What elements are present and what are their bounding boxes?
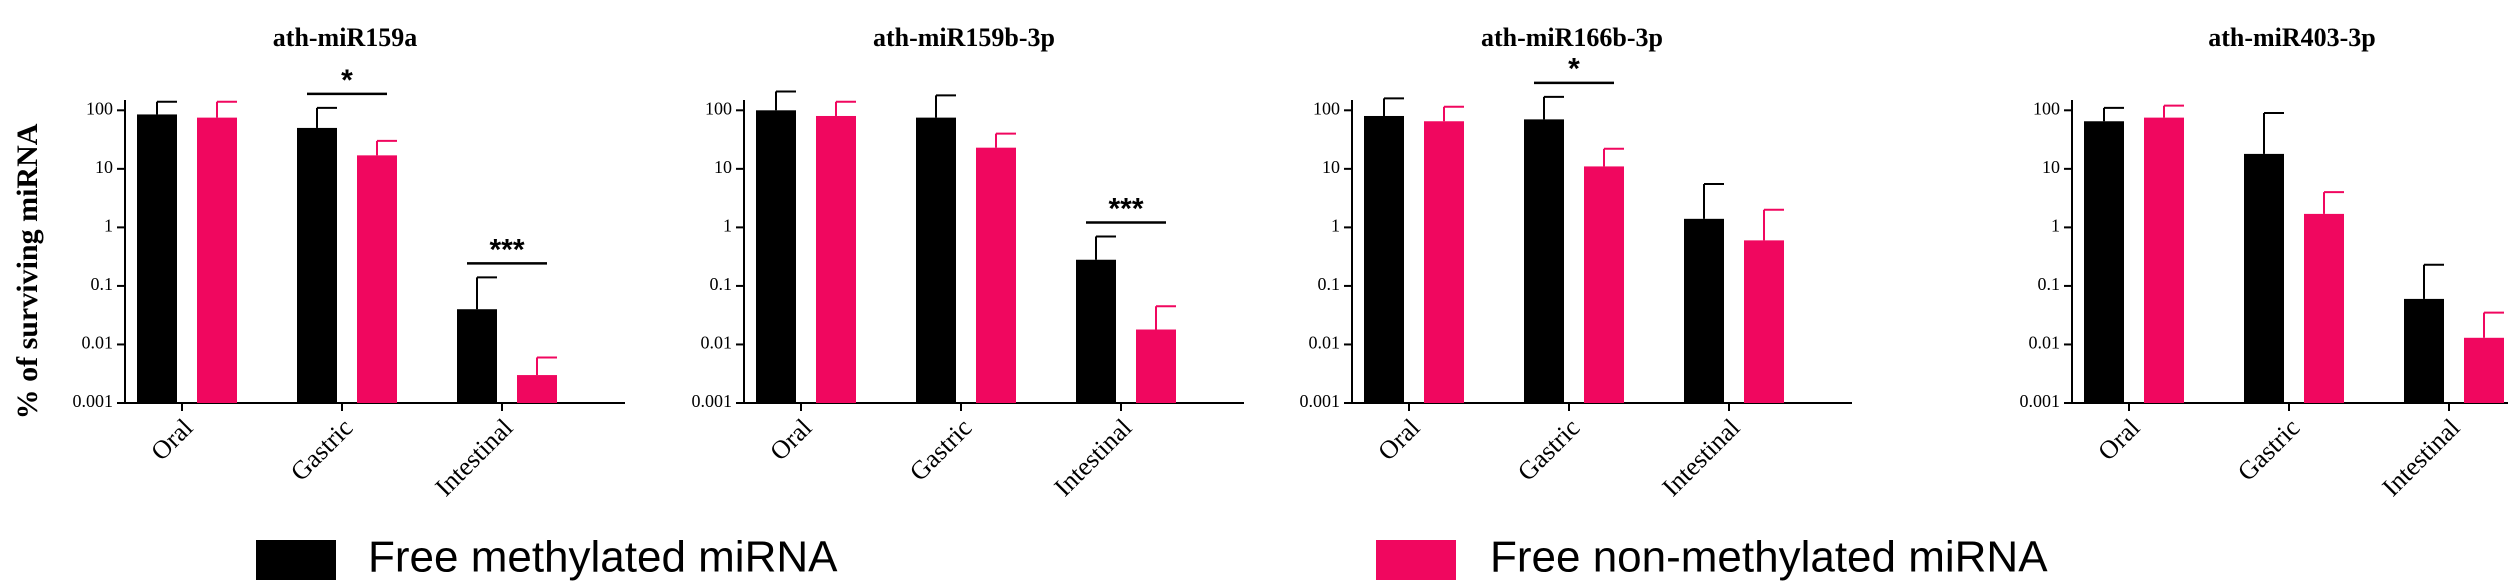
error-bar — [1095, 235, 1116, 260]
y-axis-label: % of surviving miRNA — [11, 123, 44, 419]
bar — [517, 375, 557, 403]
y-tick-label: 10 — [95, 157, 113, 177]
error-bar — [1543, 95, 1564, 120]
x-tick-label: Oral — [764, 413, 817, 466]
x-tick-label: Intestinal — [1049, 413, 1138, 502]
y-tick-label: 10 — [2042, 157, 2060, 177]
bar — [2084, 121, 2124, 403]
bar — [1684, 218, 1724, 403]
y-tick-label: 1 — [1331, 216, 1340, 236]
error-bar — [376, 139, 397, 156]
legend-label: Free methylated miRNA — [368, 533, 838, 582]
y-tick-label: 0.001 — [692, 391, 733, 411]
y-tick-label: 100 — [2033, 98, 2060, 118]
bar — [297, 127, 337, 404]
y-tick-label: 0.01 — [1309, 333, 1341, 353]
bar — [197, 117, 237, 403]
bar — [976, 147, 1016, 403]
error-bar — [1763, 208, 1784, 241]
error-bar — [536, 356, 557, 376]
y-tick-label: 100 — [86, 98, 113, 118]
bar — [2144, 117, 2184, 403]
y-tick-label: 10 — [1322, 157, 1340, 177]
significance-label: *** — [1108, 192, 1143, 225]
error-bar — [2423, 263, 2444, 299]
x-tick-label: Intestinal — [1657, 413, 1746, 502]
error-bar — [935, 94, 956, 118]
y-tick-label: 0.1 — [1318, 274, 1341, 294]
error-bar — [216, 100, 237, 118]
error-bar — [2163, 104, 2184, 118]
bar — [2244, 153, 2284, 403]
chart-title: ath-miR159a — [273, 23, 417, 52]
significance-label: * — [341, 64, 353, 97]
error-bar — [835, 100, 856, 116]
error-bar — [156, 100, 177, 115]
chart-title: ath-miR159b-3p — [873, 23, 1055, 52]
x-tick-label: Gastric — [904, 413, 978, 487]
y-tick-label: 0.1 — [91, 274, 114, 294]
bar — [1136, 329, 1176, 403]
bar — [137, 114, 177, 404]
bar — [916, 117, 956, 403]
error-bar — [1155, 305, 1176, 330]
y-tick-label: 0.01 — [2029, 333, 2061, 353]
bar — [816, 115, 856, 403]
error-bar — [316, 106, 337, 128]
legend-swatch — [256, 540, 336, 580]
significance-label: *** — [489, 233, 524, 266]
y-tick-label: 0.1 — [710, 274, 733, 294]
y-tick-label: 0.1 — [2038, 274, 2061, 294]
y-tick-label: 10 — [714, 157, 732, 177]
x-tick-label: Gastric — [1512, 413, 1586, 487]
x-tick-label: Oral — [145, 413, 198, 466]
error-bar — [1603, 147, 1624, 167]
bar — [1364, 115, 1404, 403]
chart-title: ath-miR166b-3p — [1481, 23, 1663, 52]
x-tick-label: Oral — [2092, 413, 2145, 466]
error-bar — [2263, 111, 2284, 154]
y-tick-label: 0.001 — [2020, 391, 2061, 411]
error-bar — [2483, 311, 2504, 338]
chart-title: ath-miR403-3p — [2208, 23, 2376, 52]
x-tick-label: Gastric — [285, 413, 359, 487]
bar — [2464, 337, 2504, 403]
y-tick-label: 1 — [723, 216, 732, 236]
error-bar — [2323, 191, 2344, 214]
error-bar — [2103, 106, 2124, 122]
bar — [1524, 119, 1564, 404]
bar — [457, 309, 497, 403]
error-bar — [476, 276, 497, 310]
error-bar — [1383, 97, 1404, 116]
x-tick-label: Oral — [1372, 413, 1425, 466]
bar — [1424, 121, 1464, 403]
bar — [1076, 259, 1116, 403]
bar — [357, 155, 397, 403]
x-tick-label: Intestinal — [2377, 413, 2466, 502]
y-tick-label: 1 — [2051, 216, 2060, 236]
legend-swatch — [1376, 540, 1456, 580]
bar — [2404, 298, 2444, 403]
error-bar — [1443, 105, 1464, 122]
error-bar — [775, 90, 796, 111]
bar — [756, 110, 796, 403]
error-bar — [1703, 183, 1724, 219]
x-tick-label: Intestinal — [430, 413, 519, 502]
bar — [1744, 240, 1784, 403]
y-tick-label: 0.001 — [73, 391, 114, 411]
significance-label: * — [1568, 53, 1580, 86]
y-tick-label: 100 — [705, 98, 732, 118]
x-tick-label: Gastric — [2232, 413, 2306, 487]
error-bar — [995, 132, 1016, 148]
y-tick-label: 0.01 — [701, 333, 733, 353]
y-tick-label: 1 — [104, 216, 113, 236]
legend-label: Free non-methylated miRNA — [1490, 533, 2048, 582]
y-tick-label: 0.01 — [82, 333, 114, 353]
y-tick-label: 100 — [1313, 98, 1340, 118]
bar — [2304, 213, 2344, 403]
y-tick-label: 0.001 — [1300, 391, 1341, 411]
bar — [1584, 166, 1624, 403]
